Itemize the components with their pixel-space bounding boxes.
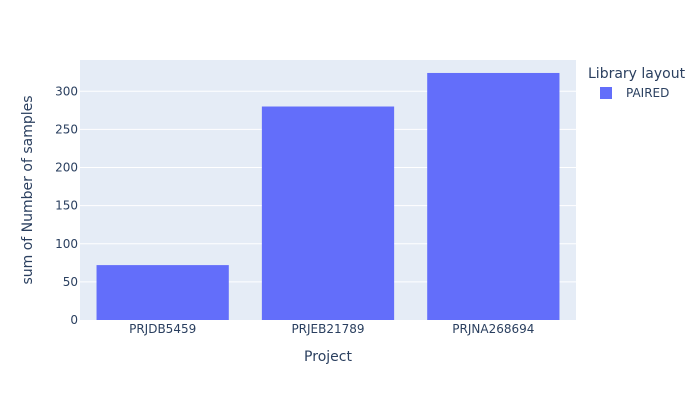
x-tick-label: PRJNA268694 (452, 322, 534, 336)
y-tick-label: 150 (55, 199, 78, 213)
x-axis-title: Project (304, 349, 352, 365)
y-tick-label: 100 (55, 237, 78, 251)
legend-label[interactable]: PAIRED (626, 86, 669, 100)
bar-prjna268694[interactable] (427, 72, 560, 320)
y-tick-label: 250 (55, 122, 78, 136)
x-axis-ticks: PRJDB5459 PRJEB21789 PRJNA268694 (129, 322, 534, 336)
legend-items: PAIRED (600, 86, 669, 100)
x-tick-label: PRJDB5459 (129, 322, 196, 336)
legend: Library layout PAIRED (588, 66, 686, 100)
bar-prjeb21789[interactable] (261, 106, 395, 321)
y-axis-ticks: 0 50 100 150 200 250 300 (55, 84, 78, 327)
legend-swatch[interactable] (600, 87, 612, 99)
y-tick-label: 0 (70, 313, 78, 327)
x-tick-label: PRJEB21789 (291, 322, 364, 336)
legend-title: Library layout (588, 66, 686, 82)
y-axis-title: sum of Number of samples (20, 95, 36, 284)
bars (96, 72, 560, 321)
bar-prjdb5459[interactable] (96, 265, 229, 320)
y-tick-label: 300 (55, 84, 78, 98)
y-tick-label: 50 (63, 275, 78, 289)
y-tick-label: 200 (55, 161, 78, 175)
